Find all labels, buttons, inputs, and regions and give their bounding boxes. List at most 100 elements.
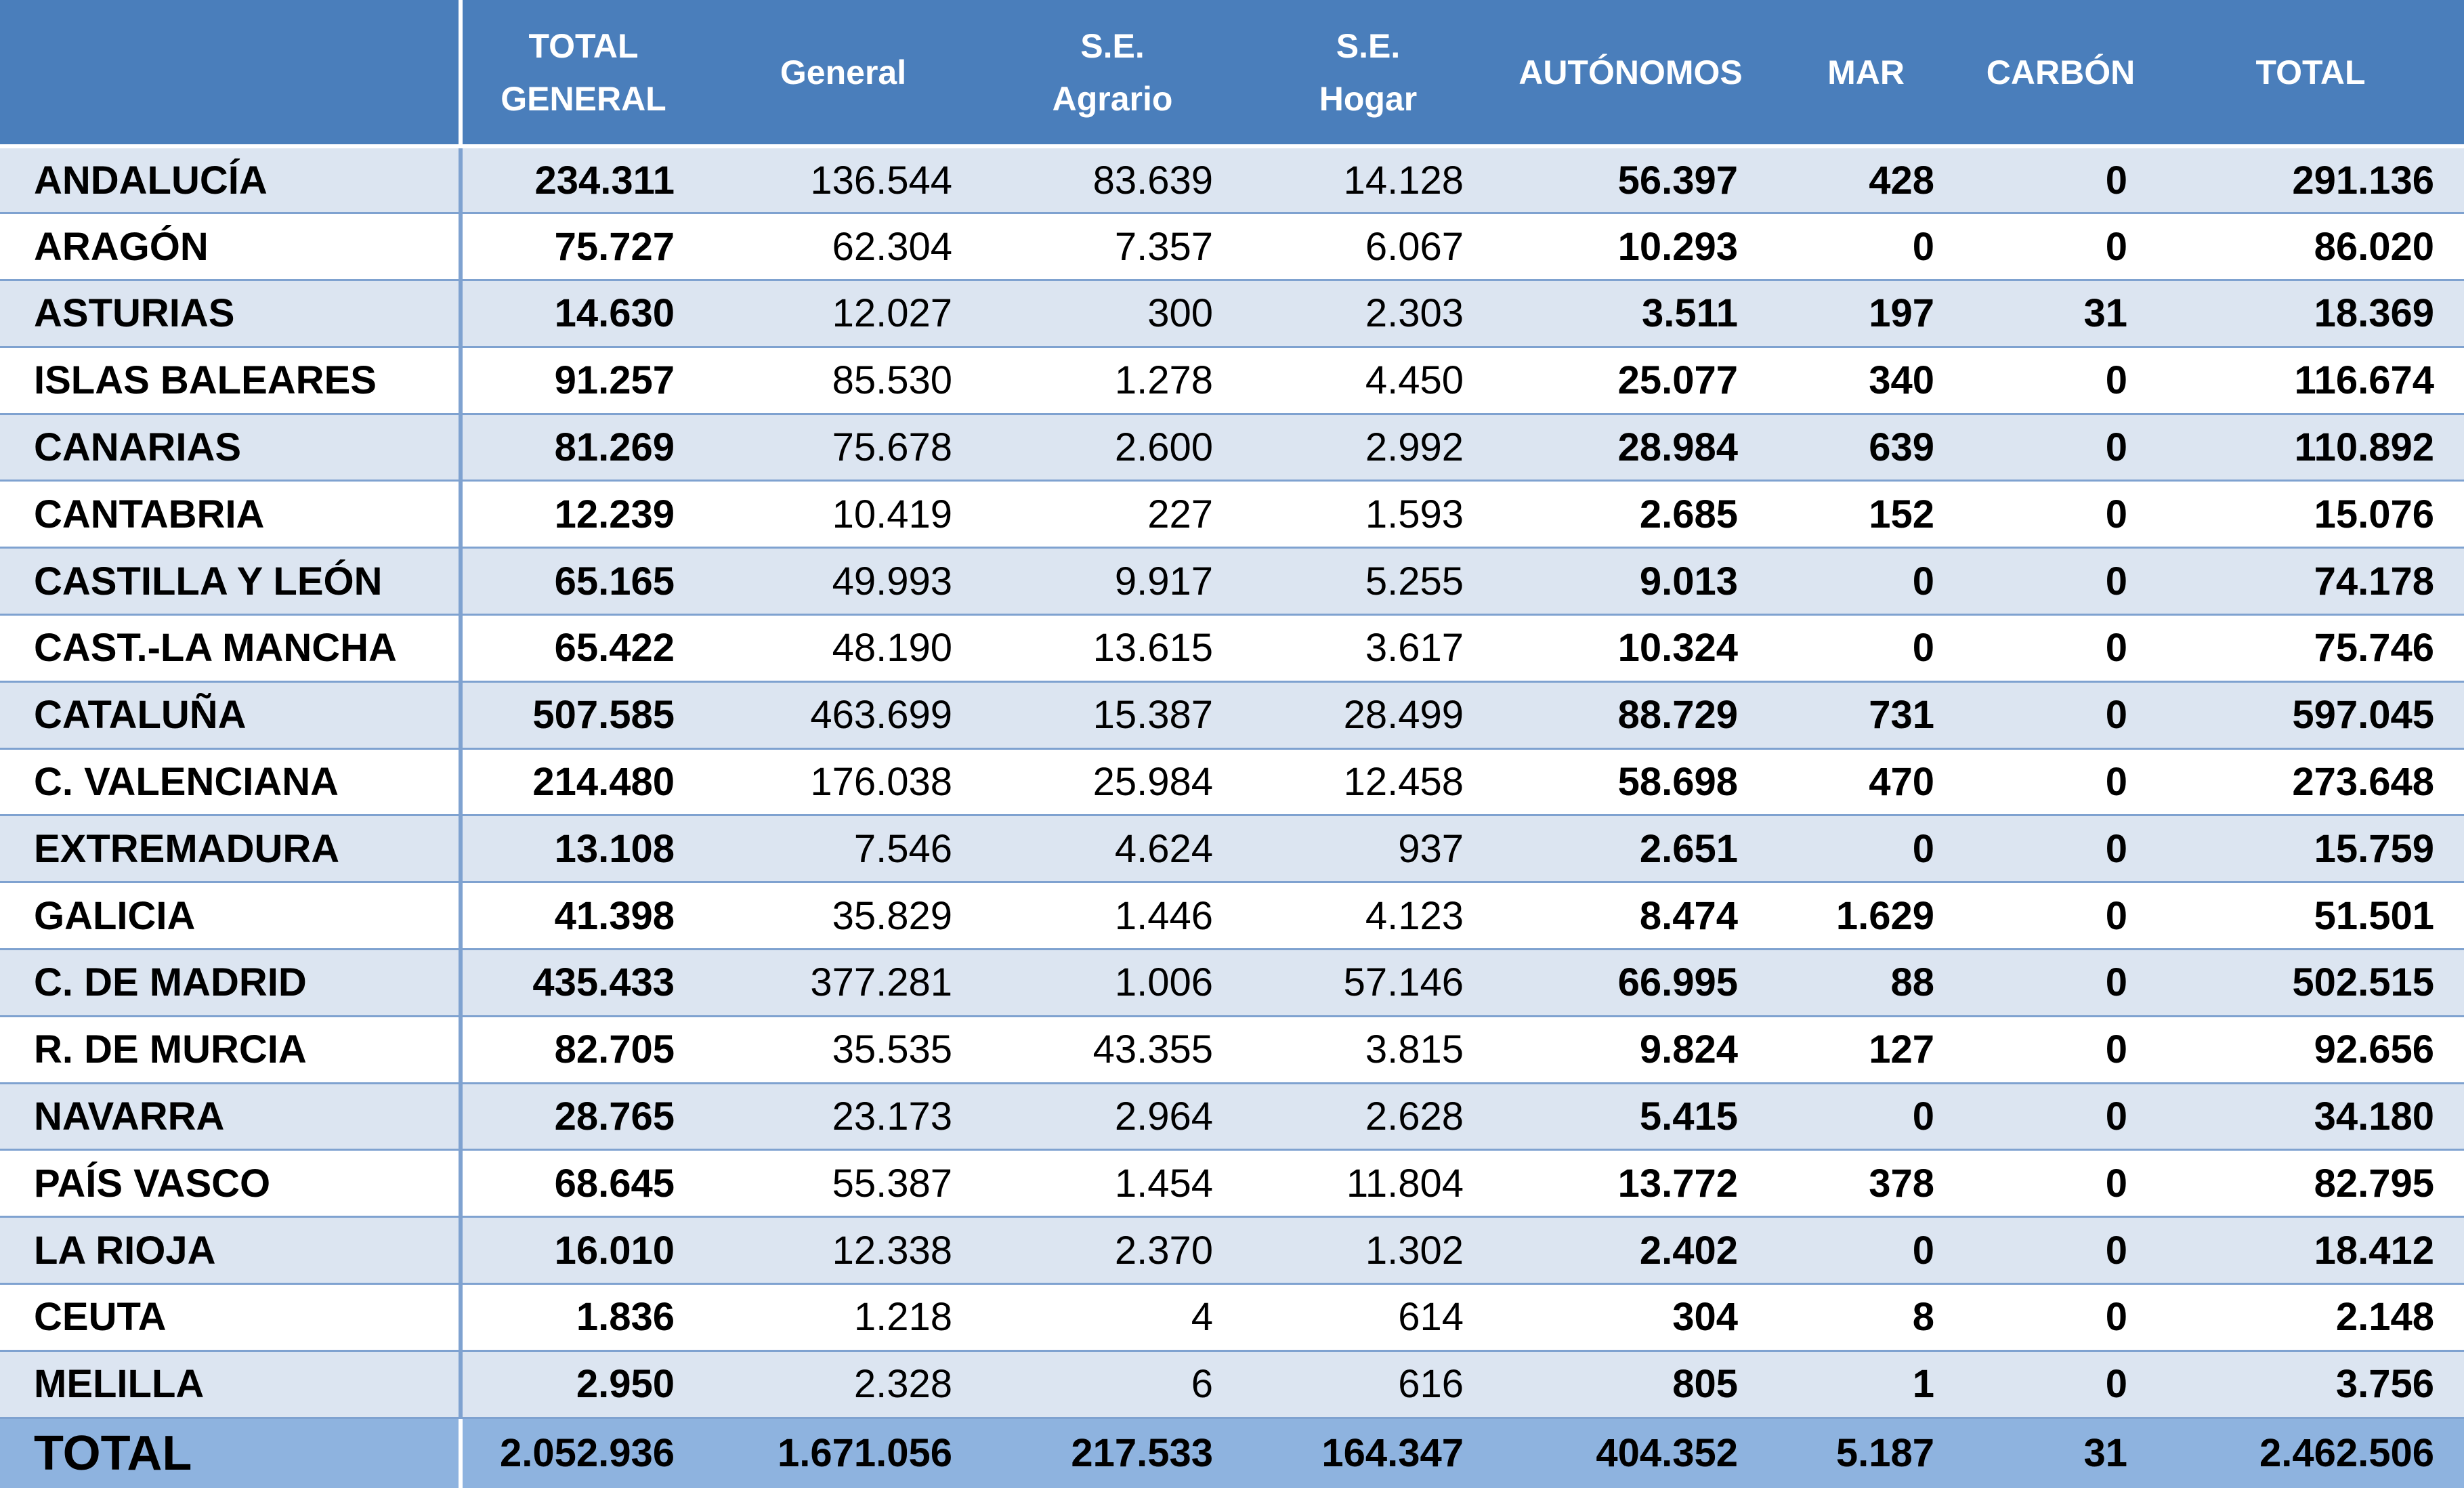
se-hogar-cell: 5.255: [1243, 547, 1493, 616]
general-cell: 23.173: [704, 1083, 982, 1151]
header-line: S.E.: [1080, 26, 1145, 65]
se-hogar-cell: 6.067: [1243, 213, 1493, 282]
total-cell: 15.076: [2157, 480, 2464, 549]
region-name: CANARIAS: [0, 414, 463, 482]
carbon-cell: 0: [1964, 949, 2157, 1017]
total-cell: 51.501: [2157, 882, 2464, 951]
mar-cell: 1: [1768, 1350, 1964, 1419]
table-row: C. VALENCIANA 214.480 176.038 25.984 12.458 5…: [0, 748, 2464, 817]
mar-cell: 378: [1768, 1149, 1964, 1218]
se-hogar-cell: 4.450: [1243, 347, 1493, 415]
header-line: Agrario: [1052, 79, 1173, 118]
se-hogar-cell: 1.302: [1243, 1216, 1493, 1285]
header-cell-total-general: TOTAL GENERAL: [461, 0, 704, 148]
se-agrario-cell: 2.964: [982, 1083, 1243, 1151]
header-cell-carbon: CARBÓN: [1964, 0, 2157, 148]
mar-cell: 0: [1768, 547, 1964, 616]
total-cell: 75.746: [2157, 614, 2464, 683]
header-line: MAR: [1827, 53, 1905, 91]
se-agrario-cell: 1.278: [982, 347, 1243, 415]
header-cell-se-hogar: S.E. Hogar: [1243, 0, 1493, 148]
carbon-cell: 0: [1964, 1149, 2157, 1218]
general-cell: 55.387: [704, 1149, 982, 1218]
mar-cell: 88: [1768, 949, 1964, 1017]
region-name: CANTABRIA: [0, 480, 463, 549]
carbon-cell: 0: [1964, 547, 2157, 616]
se-agrario-cell: 2.600: [982, 414, 1243, 482]
table-row: ANDALUCÍA 234.311 136.544 83.639 14.128 56.39…: [0, 146, 2464, 215]
se-agrario-cell: 83.639: [982, 146, 1243, 215]
general-cell: 12.338: [704, 1216, 982, 1285]
total-label: TOTAL: [0, 1418, 463, 1489]
se-hogar-cell: 3.617: [1243, 614, 1493, 683]
autonomos-cell: 2.402: [1493, 1216, 1768, 1285]
table-row: ISLAS BALEARES 91.257 85.530 1.278 4.450 25.0…: [0, 347, 2464, 415]
general-cell: 35.535: [704, 1016, 982, 1084]
general-cell: 49.993: [704, 547, 982, 616]
total-general-cell: 82.705: [461, 1016, 704, 1084]
table-row: PAÍS VASCO 68.645 55.387 1.454 11.804 13.772 3…: [0, 1149, 2464, 1218]
total-general-cell: 65.422: [461, 614, 704, 683]
autonomos-cell: 13.772: [1493, 1149, 1768, 1218]
general-cell: 136.544: [704, 146, 982, 215]
region-name: MELILLA: [0, 1350, 463, 1419]
header-line: S.E.: [1336, 26, 1401, 65]
total-general-cell: 234.311: [461, 146, 704, 215]
se-agrario-cell: 9.917: [982, 547, 1243, 616]
table-row: GALICIA 41.398 35.829 1.446 4.123 8.474 1.629 0…: [0, 882, 2464, 951]
general-cell: 35.829: [704, 882, 982, 951]
region-name: LA RIOJA: [0, 1216, 463, 1285]
general-cell: 12.027: [704, 280, 982, 348]
total-cell: 92.656: [2157, 1016, 2464, 1084]
general-cell: 7.546: [704, 815, 982, 884]
se-agrario-cell: 7.357: [982, 213, 1243, 282]
region-name: R. DE MURCIA: [0, 1016, 463, 1084]
total-cell-se-hogar: 164.347: [1243, 1418, 1493, 1489]
region-name: PAÍS VASCO: [0, 1149, 463, 1218]
carbon-cell: 0: [1964, 347, 2157, 415]
total-cell: 291.136: [2157, 146, 2464, 215]
table-row: EXTREMADURA 13.108 7.546 4.624 937 2.651 0 0 15.…: [0, 815, 2464, 884]
se-agrario-cell: 13.615: [982, 614, 1243, 683]
carbon-cell: 0: [1964, 414, 2157, 482]
se-agrario-cell: 300: [982, 280, 1243, 348]
carbon-cell: 0: [1964, 1083, 2157, 1151]
autonomos-cell: 3.511: [1493, 280, 1768, 348]
se-agrario-cell: 1.454: [982, 1149, 1243, 1218]
general-cell: 377.281: [704, 949, 982, 1017]
header-line: TOTAL: [528, 26, 639, 65]
se-hogar-cell: 1.593: [1243, 480, 1493, 549]
mar-cell: 1.629: [1768, 882, 1964, 951]
total-general-cell: 12.239: [461, 480, 704, 549]
total-cell: 82.795: [2157, 1149, 2464, 1218]
carbon-cell: 0: [1964, 681, 2157, 750]
total-general-cell: 214.480: [461, 748, 704, 817]
table-row: ARAGÓN 75.727 62.304 7.357 6.067 10.293 0 0 86.0…: [0, 213, 2464, 282]
region-name: ASTURIAS: [0, 280, 463, 348]
table-row: CEUTA 1.836 1.218 4 614 304 8 0 2.148: [0, 1283, 2464, 1352]
carbon-cell: 0: [1964, 1283, 2157, 1352]
header-line: GENERAL: [501, 79, 666, 118]
general-cell: 62.304: [704, 213, 982, 282]
mar-cell: 0: [1768, 1083, 1964, 1151]
autonomos-cell: 805: [1493, 1350, 1768, 1419]
region-name: GALICIA: [0, 882, 463, 951]
table-row: MELILLA 2.950 2.328 6 616 805 1 0 3.756: [0, 1350, 2464, 1419]
header-cell-se-agrario: S.E. Agrario: [982, 0, 1243, 148]
autonomos-cell: 2.685: [1493, 480, 1768, 549]
total-general-cell: 16.010: [461, 1216, 704, 1285]
header-cell-autonomos: AUTÓNOMOS: [1493, 0, 1768, 148]
header-cell-total: TOTAL: [2157, 0, 2464, 148]
carbon-cell: 0: [1964, 614, 2157, 683]
total-general-cell: 507.585: [461, 681, 704, 750]
mar-cell: 0: [1768, 213, 1964, 282]
total-cell-total-general: 2.052.936: [461, 1418, 704, 1489]
total-cell: 273.648: [2157, 748, 2464, 817]
total-general-cell: 1.836: [461, 1283, 704, 1352]
general-cell: 75.678: [704, 414, 982, 482]
total-row: TOTAL 2.052.936 1.671.056 217.533 164.34…: [0, 1418, 2464, 1489]
general-cell: 1.218: [704, 1283, 982, 1352]
region-name: CAST.-LA MANCHA: [0, 614, 463, 683]
mar-cell: 428: [1768, 146, 1964, 215]
table-row: C. DE MADRID 435.433 377.281 1.006 57.146 66.…: [0, 949, 2464, 1017]
